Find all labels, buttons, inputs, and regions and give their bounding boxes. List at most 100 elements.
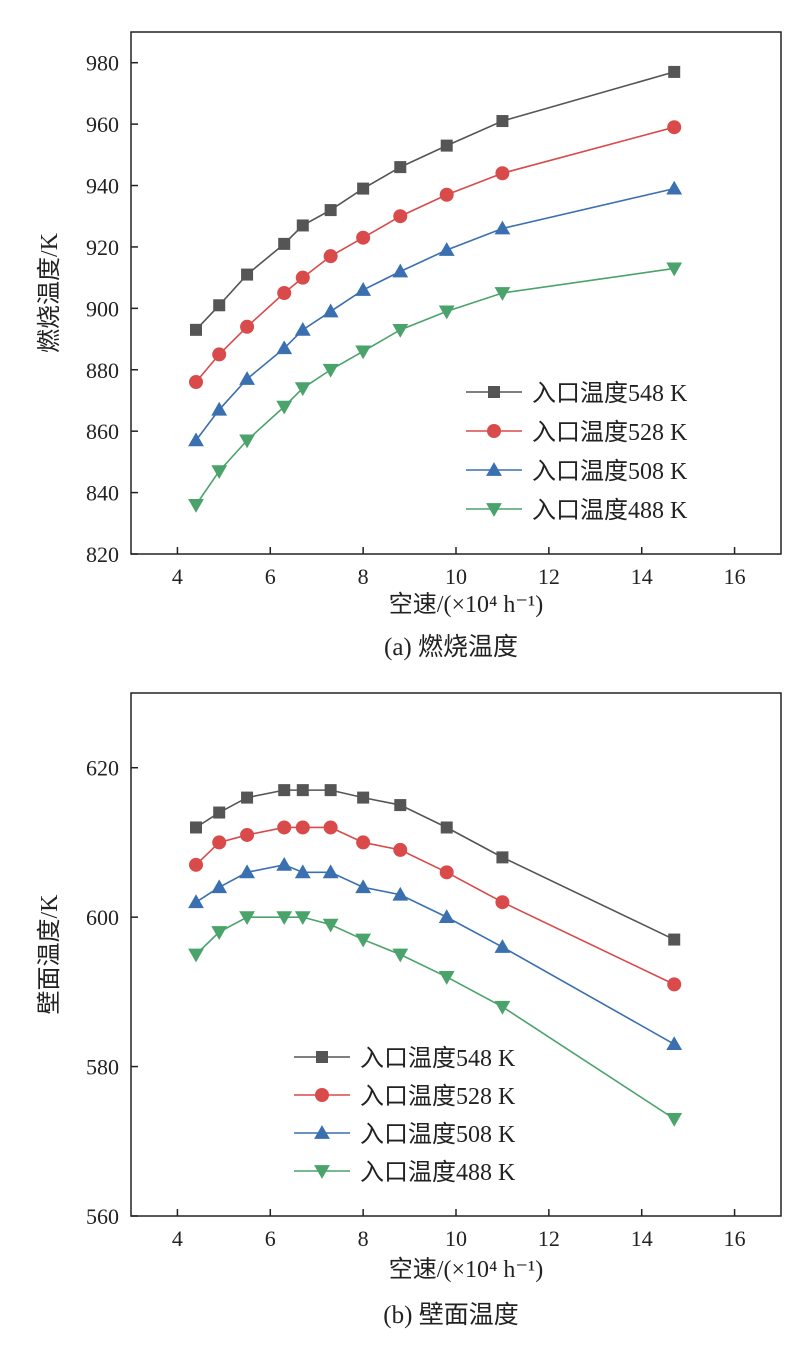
series-3 — [188, 911, 683, 1127]
data-point — [494, 220, 511, 235]
data-point — [439, 865, 454, 880]
legend-marker — [488, 386, 500, 398]
data-point — [355, 879, 372, 894]
x-tick-label: 6 — [265, 1226, 276, 1251]
y-tick-label: 940 — [86, 174, 119, 199]
data-point — [667, 977, 682, 992]
data-point — [294, 911, 311, 926]
data-point — [666, 1112, 683, 1127]
data-point — [668, 65, 681, 78]
data-point — [392, 886, 409, 901]
panel-caption: (b) 壁面温度 — [383, 1301, 518, 1329]
legend-marker — [487, 424, 501, 438]
y-tick-label: 860 — [86, 419, 119, 444]
data-point — [294, 864, 311, 879]
data-point — [190, 821, 202, 834]
legend-marker — [486, 503, 502, 517]
data-point — [438, 971, 455, 985]
data-point — [211, 401, 228, 416]
data-point — [666, 262, 683, 277]
y-axis-label: 壁面温度/K — [36, 894, 63, 1015]
data-point — [355, 345, 372, 360]
data-point — [278, 784, 291, 797]
data-point — [277, 820, 292, 835]
x-tick-label: 12 — [538, 1226, 560, 1251]
series-3 — [188, 262, 683, 513]
data-point — [240, 319, 255, 334]
x-axis-label: 空速/(×10⁴ h⁻¹) — [389, 591, 543, 618]
data-point — [296, 219, 309, 232]
panel-caption: (a) 燃烧温度 — [384, 633, 518, 661]
data-point — [211, 926, 228, 940]
x-tick-label: 14 — [631, 564, 653, 589]
x-tick-label: 10 — [445, 564, 467, 589]
data-point — [355, 933, 372, 948]
data-point — [189, 375, 203, 390]
data-point — [394, 799, 407, 812]
data-point — [213, 806, 226, 819]
series-0 — [190, 65, 681, 336]
x-tick-label: 16 — [724, 1226, 746, 1251]
data-point — [322, 864, 339, 879]
series-1 — [189, 120, 682, 390]
data-point — [439, 187, 454, 202]
y-tick-label: 580 — [86, 1055, 119, 1080]
data-point — [277, 286, 292, 300]
data-point — [392, 263, 409, 278]
data-point — [212, 347, 227, 362]
data-point — [188, 498, 204, 513]
x-axis-label: 空速/(×10⁴ h⁻¹) — [389, 1256, 543, 1283]
data-point — [241, 791, 254, 804]
y-tick-label: 900 — [86, 296, 119, 321]
x-tick-label: 16 — [724, 564, 746, 589]
data-point — [496, 851, 509, 864]
y-tick-label: 980 — [86, 51, 119, 76]
chart-panel-b: 4 6 8 10 12 14 16 560 580 600 620 空速/(×10⁴ h⁻¹) 壁面温度… — [36, 692, 782, 1329]
data-point — [438, 242, 455, 256]
legend-entry: 入口温度508 K — [532, 458, 688, 485]
x-tick-label: 12 — [538, 564, 560, 589]
data-point — [392, 948, 409, 963]
data-point — [495, 895, 510, 910]
legend-entry: 入口温度488 K — [532, 497, 688, 524]
data-point — [213, 299, 226, 312]
data-point — [392, 323, 409, 338]
data-point — [188, 948, 204, 963]
data-point — [666, 1036, 683, 1051]
data-point — [438, 909, 455, 924]
y-tick-label: 820 — [86, 542, 119, 567]
series-2 — [188, 180, 683, 447]
data-point — [323, 249, 338, 264]
data-point — [393, 209, 408, 224]
data-point — [323, 820, 338, 835]
y-tick-label: 960 — [86, 112, 119, 137]
data-point — [324, 204, 337, 217]
data-point — [189, 857, 203, 872]
x-tick-label: 4 — [172, 564, 183, 589]
data-point — [239, 864, 255, 879]
y-tick-label: 600 — [86, 905, 119, 930]
legend-entry: 入口温度528 K — [360, 1083, 516, 1110]
data-point — [494, 287, 511, 301]
data-point — [393, 842, 408, 857]
series-line — [195, 864, 675, 1045]
data-point — [667, 120, 682, 135]
data-point — [495, 166, 510, 181]
legend-entry: 入口温度488 K — [360, 1159, 516, 1186]
data-point — [294, 382, 311, 397]
data-point — [278, 237, 291, 250]
x-tick-label: 8 — [358, 1226, 369, 1251]
data-point — [239, 434, 255, 449]
data-point — [276, 911, 293, 926]
x-tick-label: 6 — [265, 564, 276, 589]
x-tick-label: 4 — [172, 1226, 183, 1251]
data-point — [440, 821, 453, 834]
series-0 — [190, 784, 681, 946]
data-point — [357, 182, 370, 195]
data-point — [296, 784, 309, 797]
data-point — [188, 432, 204, 447]
x-tick-label: 10 — [445, 1226, 467, 1251]
legend-entry: 入口温度508 K — [360, 1121, 516, 1148]
legend-marker — [314, 1165, 330, 1179]
